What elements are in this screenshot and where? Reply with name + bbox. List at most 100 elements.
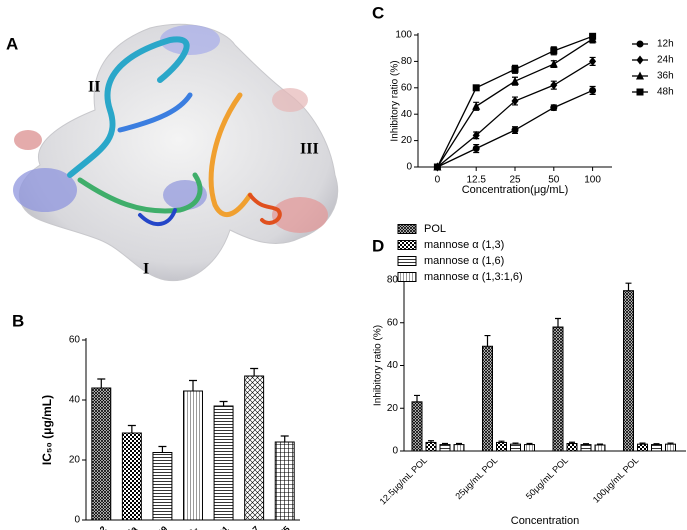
bar bbox=[552, 326, 564, 452]
bar bbox=[482, 345, 493, 452]
error-bar bbox=[639, 442, 646, 445]
marker bbox=[636, 55, 644, 65]
marker bbox=[472, 84, 480, 92]
panel-label: C bbox=[372, 3, 384, 22]
x-tick-label: 50 bbox=[548, 175, 560, 186]
error-bar bbox=[97, 378, 106, 388]
bar bbox=[623, 290, 634, 452]
y-axis-label: Inhibitory ratio (%) bbox=[373, 325, 384, 406]
marker bbox=[472, 101, 481, 110]
error-bar bbox=[653, 443, 660, 445]
y-tick-label: 60 bbox=[69, 335, 81, 346]
error-bar bbox=[583, 443, 589, 445]
region-label: III bbox=[300, 141, 319, 158]
marker bbox=[472, 145, 480, 153]
bar bbox=[91, 387, 112, 521]
marker bbox=[636, 71, 644, 80]
bar bbox=[244, 375, 265, 521]
y-tick-label: 80 bbox=[401, 56, 413, 67]
x-tick-label: 12.5 bbox=[466, 175, 486, 186]
y-tick-label: 0 bbox=[406, 162, 412, 173]
x-axis-label: Concentration bbox=[511, 515, 580, 527]
panel-label: D bbox=[372, 236, 384, 255]
x-tick-label: A549 bbox=[147, 524, 169, 530]
x-tick-label: 100μg/mL POL bbox=[591, 455, 641, 505]
marker bbox=[589, 86, 597, 94]
bar bbox=[510, 443, 521, 452]
marker bbox=[549, 59, 558, 68]
bar bbox=[411, 401, 423, 452]
bar bbox=[439, 444, 451, 452]
y-tick-label: 20 bbox=[401, 135, 413, 146]
y-tick-label: 60 bbox=[387, 317, 399, 328]
bar bbox=[425, 441, 437, 452]
x-tick-label: 25μg/mL POL bbox=[453, 455, 499, 501]
bar bbox=[566, 443, 578, 452]
panel-label: A bbox=[6, 34, 18, 53]
legend-label: mannose α (1,3) bbox=[424, 239, 504, 251]
error-bar bbox=[456, 442, 462, 445]
bar bbox=[594, 444, 606, 452]
marker bbox=[511, 96, 519, 106]
legend-label: 36h bbox=[657, 71, 674, 82]
error-bar bbox=[428, 440, 434, 443]
error-bar bbox=[667, 442, 674, 445]
x-tick-label: 12.5μg/mL POL bbox=[378, 455, 430, 507]
error-bar bbox=[280, 435, 289, 442]
error-bar bbox=[625, 282, 632, 291]
bar bbox=[665, 443, 676, 452]
bar bbox=[651, 444, 662, 452]
x-tick-label: Caco-2 bbox=[80, 524, 108, 530]
y-tick-label: 60 bbox=[401, 82, 413, 93]
marker bbox=[511, 126, 519, 134]
error-bar bbox=[250, 367, 259, 376]
error-bar bbox=[442, 442, 448, 445]
legend-label: 24h bbox=[657, 55, 674, 66]
legend-swatch bbox=[397, 224, 417, 234]
x-tick-label: 100 bbox=[584, 175, 601, 186]
error-bar bbox=[189, 379, 197, 391]
y-tick-label: 40 bbox=[401, 109, 413, 120]
y-tick-label: 20 bbox=[69, 455, 81, 466]
x-tick-label: 25 bbox=[509, 175, 521, 186]
marker bbox=[589, 32, 597, 40]
y-axis-label: IC₅₀ (μg/mL) bbox=[40, 395, 54, 465]
error-bar bbox=[484, 334, 491, 347]
legend-label: POL bbox=[424, 223, 446, 235]
x-tick-label: HepG₂ bbox=[173, 524, 200, 530]
marker bbox=[550, 47, 558, 55]
legend-label: mannose α (1,6) bbox=[424, 255, 504, 267]
legend-swatch bbox=[397, 240, 417, 250]
error-bar bbox=[597, 443, 603, 446]
marker bbox=[636, 40, 644, 48]
legend-label: 12h bbox=[657, 39, 674, 50]
error-bar bbox=[526, 442, 533, 445]
marker bbox=[511, 76, 519, 85]
error-bar bbox=[569, 441, 575, 444]
bar bbox=[524, 444, 535, 452]
x-tick-label: Hela bbox=[118, 523, 139, 530]
bar bbox=[274, 441, 295, 521]
y-tick-label: 80 bbox=[387, 275, 399, 286]
bar bbox=[637, 443, 648, 452]
x-tick-label: MCF-7 bbox=[235, 524, 262, 530]
x-tick-label: A375 bbox=[270, 524, 292, 530]
marker bbox=[589, 56, 597, 66]
bar bbox=[213, 405, 234, 521]
y-axis-label: Inhibitory ratio (%) bbox=[390, 60, 401, 141]
marker bbox=[472, 130, 480, 140]
marker bbox=[550, 80, 558, 90]
error-bar bbox=[219, 400, 228, 406]
x-axis-label: Concentration(μg/mL) bbox=[462, 184, 569, 196]
marker bbox=[636, 88, 644, 96]
bar bbox=[152, 452, 173, 521]
x-tick-label: 0 bbox=[435, 175, 441, 186]
bar bbox=[580, 444, 592, 452]
error-bar bbox=[414, 394, 420, 402]
x-tick-label: 7721 bbox=[209, 524, 230, 530]
bar bbox=[121, 432, 142, 521]
region-label: II bbox=[88, 79, 100, 96]
error-bar bbox=[158, 445, 167, 453]
y-tick-label: 40 bbox=[69, 395, 81, 406]
